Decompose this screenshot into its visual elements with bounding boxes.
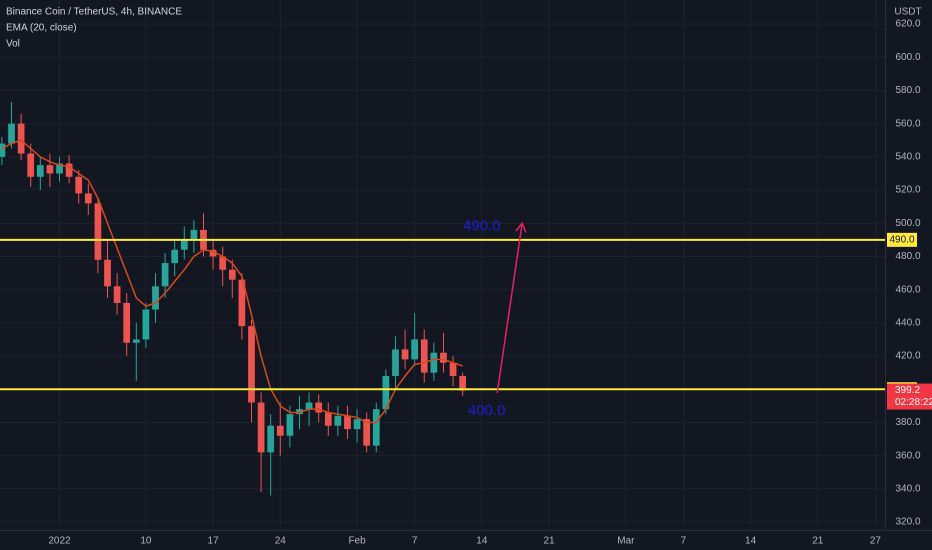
y-tick-label: 620.0 [895, 19, 920, 30]
candle-body [363, 419, 371, 446]
x-tick-label: 2022 [48, 536, 71, 547]
candle-body [123, 302, 131, 343]
candle-body [344, 415, 351, 430]
candle-body [459, 375, 467, 391]
candle-body [209, 249, 217, 257]
candle-body [401, 349, 409, 360]
candle-body [46, 165, 54, 174]
candle-body [104, 259, 111, 287]
candle-body [228, 269, 236, 280]
price-tag-label: 490.0 [889, 234, 914, 245]
candle-body [420, 339, 428, 373]
candle-body [267, 425, 275, 453]
y-tick-label: 380.0 [895, 417, 920, 428]
candle-body [8, 123, 15, 144]
candle-body [0, 143, 6, 157]
candle-body [152, 286, 159, 310]
candle-body [257, 402, 265, 453]
x-tick-label: 7 [412, 536, 418, 547]
candle-body [334, 415, 342, 426]
x-tick-label: 10 [140, 536, 152, 547]
candle-body [161, 263, 169, 287]
candle-body [94, 203, 102, 260]
candle-body [276, 425, 284, 436]
axes: 320.0 340.0 360.0 380.0 400.0 420.0 440.0 460.0… [48, 19, 932, 547]
x-tick-label: 21 [543, 536, 555, 547]
candle-body [180, 239, 188, 250]
x-tick-label: 21 [812, 536, 824, 547]
y-tick-label: 480.0 [895, 251, 920, 262]
y-tick-label: 320.0 [895, 517, 920, 528]
y-tick-label: 500.0 [895, 218, 920, 229]
annotation: 490.0 [463, 218, 501, 235]
legend-entry: Vol [6, 39, 20, 50]
x-tick-label: Mar [617, 536, 635, 547]
annotation: 400.0 [468, 402, 506, 419]
x-tick-label: 17 [208, 536, 220, 547]
candle-body [142, 309, 150, 340]
candle-body [132, 339, 140, 343]
candle-body [382, 375, 390, 410]
candle-body [36, 165, 44, 177]
countdown: 02:28:22 [895, 397, 932, 408]
candle-body [305, 402, 313, 410]
y-tick-label: 600.0 [895, 52, 920, 63]
price-tag [887, 232, 917, 247]
y-tick-label: 540.0 [895, 151, 920, 162]
candle-body [171, 249, 179, 264]
y-tick-label: 340.0 [895, 483, 920, 494]
chart-title: Binance Coin / TetherUS, 4h, BINANCE [6, 7, 182, 18]
y-tick-label: 360.0 [895, 450, 920, 461]
candle-body [17, 123, 25, 154]
y-tick-label: 580.0 [895, 85, 920, 96]
candle-body [324, 412, 332, 426]
x-tick-label: 14 [745, 536, 757, 547]
legend-entry: EMA (20, close) [6, 23, 77, 34]
y-tick-label: 420.0 [895, 351, 920, 362]
arrow [496, 221, 527, 394]
grid [0, 0, 885, 530]
candle-body [286, 414, 294, 436]
y-tick-label: 440.0 [895, 317, 920, 328]
candle-body [190, 229, 198, 240]
candle-body [219, 256, 227, 270]
y-tick-label: 520.0 [895, 185, 920, 196]
candle-body [411, 339, 419, 360]
candle-body [75, 176, 83, 194]
plot-area: 490.0 400.0 [0, 102, 885, 496]
candle-body [315, 402, 323, 413]
candle-body [353, 419, 361, 430]
candle-body [248, 326, 255, 403]
candle-body [296, 409, 303, 415]
candle-body [113, 286, 121, 303]
ema-line [1, 139, 463, 424]
candle-body [392, 349, 399, 376]
candle-body [449, 362, 457, 376]
candle-body [65, 163, 73, 177]
candle-body [430, 352, 438, 373]
candle-body [238, 279, 246, 327]
candle-body [27, 153, 35, 177]
candle-body [56, 163, 63, 174]
axis-unit: USDT [894, 7, 921, 18]
x-tick-label: 24 [275, 536, 287, 547]
candle-body [84, 193, 92, 204]
x-tick-label: Feb [348, 536, 366, 547]
x-tick-label: 27 [870, 536, 882, 547]
candle-body [440, 352, 447, 363]
y-tick-label: 560.0 [895, 118, 920, 129]
y-tick-label: 460.0 [895, 284, 920, 295]
last-price-label: 399.2 [895, 385, 920, 396]
x-tick-label: 7 [681, 536, 687, 547]
x-tick-label: 14 [476, 536, 488, 547]
candle-body [372, 409, 380, 446]
last-price-tag [887, 383, 932, 410]
